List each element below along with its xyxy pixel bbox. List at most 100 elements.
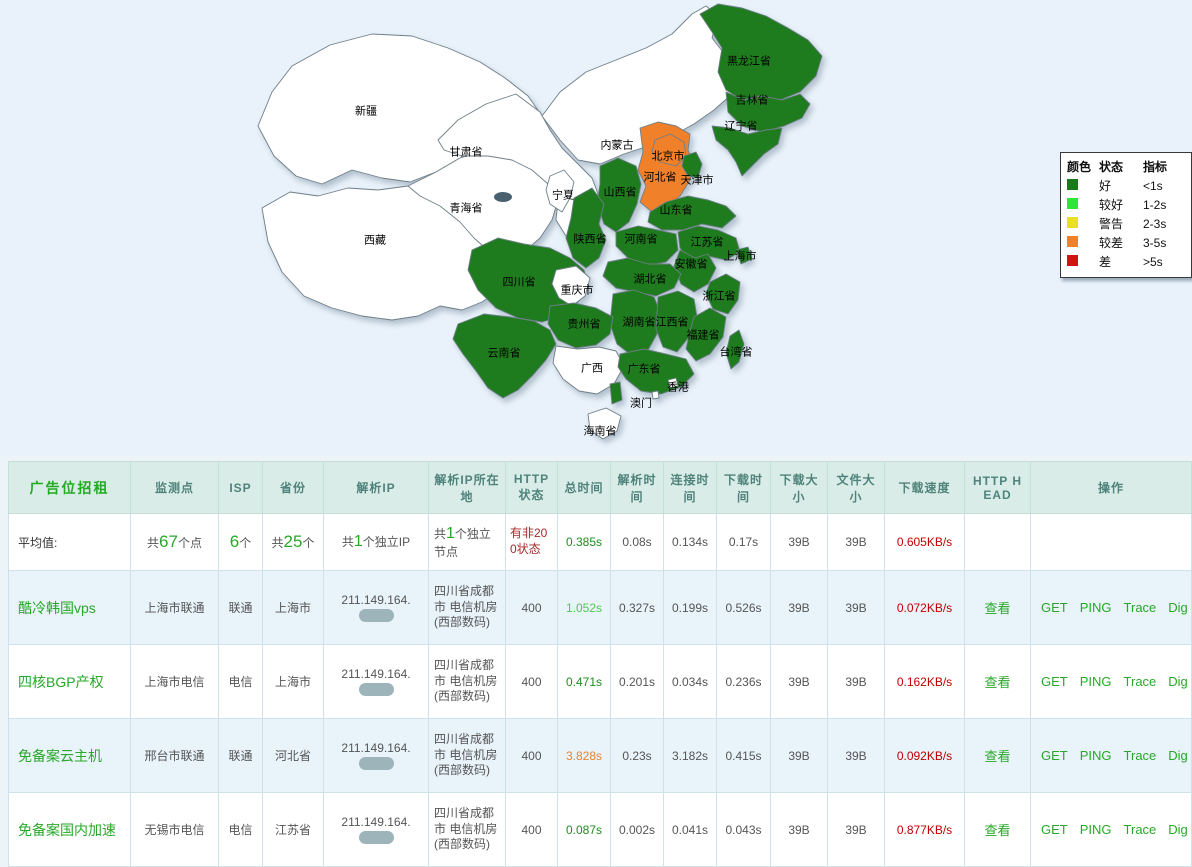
map-label-江苏省: 江苏省	[690, 236, 724, 249]
province-四川省[interactable]	[467, 237, 590, 323]
total-time-cell: 3.828s	[557, 718, 611, 793]
ip-location-cell: 四川省成都市 电信机房(西部数码)	[428, 718, 506, 793]
download-speed-cell: 0.877KB/s	[884, 792, 965, 867]
province-吉林省[interactable]	[725, 91, 811, 133]
province-广东省[interactable]	[609, 348, 695, 405]
site-link[interactable]: 免备案国内加速	[18, 821, 116, 838]
map-label-重庆市: 重庆市	[560, 284, 594, 297]
province-陕西省[interactable]	[565, 187, 607, 269]
dig-link[interactable]: Dig	[1168, 600, 1188, 615]
average-download-time: 0.17s	[716, 513, 771, 571]
resolved-ip-cell: 211.149.164.	[323, 792, 429, 867]
province-天津市[interactable]	[681, 151, 703, 179]
table-row: 免备案云主机 邢台市联通 联通 河北省 211.149.164. 四川省成都市 …	[8, 718, 1192, 793]
file-size-cell: 39B	[827, 718, 885, 793]
ping-link[interactable]: PING	[1079, 674, 1112, 689]
ad-slot-link[interactable]: 广告位招租	[29, 479, 110, 496]
download-time-cell: 0.236s	[716, 644, 771, 719]
province-云南省[interactable]	[452, 313, 557, 399]
view-link[interactable]: 查看	[984, 749, 1011, 764]
http-head-cell: 查看	[964, 792, 1031, 867]
avg-points-suffix: 个点	[177, 536, 202, 550]
province-浙江省[interactable]	[705, 273, 741, 315]
map-label-福建省: 福建省	[686, 329, 720, 342]
dig-link[interactable]: Dig	[1168, 674, 1188, 689]
avg-isp-count: 6	[229, 532, 240, 551]
average-download-size: 39B	[770, 513, 828, 571]
average-total-time: 0.385s	[557, 513, 611, 571]
avg-ip-count: 1	[353, 533, 363, 550]
province-湖南省[interactable]	[609, 289, 662, 356]
province-湖北省[interactable]	[602, 257, 682, 297]
ping-link[interactable]: PING	[1079, 748, 1112, 763]
province-山东省[interactable]	[647, 195, 737, 231]
legend-indicator-value: <1s	[1143, 178, 1163, 193]
table-header-row: 广告位招租 监测点 ISP 省份 解析IP 解析IP所在地 HTTP状态 总时间…	[8, 461, 1192, 514]
province-宁夏[interactable]	[545, 169, 575, 213]
avg-ip-suffix: 个独立IP	[362, 535, 411, 549]
province-贵州省[interactable]	[547, 302, 614, 349]
ip-location-cell: 四川省成都市 电信机房(西部数码)	[428, 644, 506, 719]
download-speed-cell: 0.162KB/s	[884, 644, 965, 719]
http-head-cell: 查看	[964, 570, 1031, 645]
province-黑龙江省[interactable]	[699, 3, 823, 101]
ping-link[interactable]: PING	[1079, 600, 1112, 615]
download-time-cell: 0.043s	[716, 792, 771, 867]
get-link[interactable]: GET	[1041, 748, 1068, 763]
province-河南省[interactable]	[615, 225, 679, 267]
ping-link[interactable]: PING	[1079, 822, 1112, 837]
col-header-connect-time: 连接时间	[663, 461, 717, 514]
map-label-浙江省: 浙江省	[702, 290, 736, 303]
site-link[interactable]: 免备案云主机	[18, 747, 102, 764]
province-重庆市[interactable]	[551, 265, 591, 307]
legend-row-3: 较差 3-5s	[1067, 233, 1185, 252]
province-台湾省[interactable]	[725, 329, 745, 370]
total-time-cell: 0.087s	[557, 792, 611, 867]
map-legend: 颜色 状态 指标 好 <1s 较好 1-2s 警告 2-3s 较差 3-5s 差 >5s	[1060, 152, 1192, 278]
legend-color-swatch	[1067, 197, 1078, 209]
trace-link[interactable]: Trace	[1123, 822, 1157, 837]
trace-link[interactable]: Trace	[1123, 600, 1157, 615]
map-label-山东省: 山东省	[659, 204, 693, 217]
ip-text: 211.149.164.	[341, 741, 411, 756]
legend-status-label: 好	[1099, 179, 1112, 193]
legend-indicator-value: 1-2s	[1143, 197, 1167, 212]
col-header-actions: 操作	[1030, 461, 1192, 514]
china-map-section: 新疆 西藏 青海省 甘肃省 内蒙古 黑龙江省 吉林省 辽宁省 河北省 北京市 天津市 山西省 山东省 宁夏…	[257, 3, 1192, 440]
get-link[interactable]: GET	[1041, 600, 1068, 615]
view-link[interactable]: 查看	[984, 675, 1011, 690]
view-link[interactable]: 查看	[984, 823, 1011, 838]
col-header-isp: ISP	[218, 461, 263, 514]
col-header-http-status: HTTP状态	[505, 461, 558, 514]
isp-cell: 联通	[218, 570, 263, 645]
dig-link[interactable]: Dig	[1168, 822, 1188, 837]
trace-link[interactable]: Trace	[1123, 674, 1157, 689]
province-澳门[interactable]	[651, 390, 660, 400]
province-海南省[interactable]	[587, 407, 622, 440]
province-北京市[interactable]	[651, 133, 687, 167]
dig-link[interactable]: Dig	[1168, 748, 1188, 763]
view-link[interactable]: 查看	[984, 601, 1011, 616]
province-香港[interactable]	[667, 377, 679, 389]
map-label-青海省: 青海省	[449, 202, 483, 215]
province-上海市[interactable]	[735, 246, 753, 265]
avg-prov-suffix: 个	[302, 536, 315, 550]
site-link[interactable]: 酷冷韩国vps	[18, 599, 96, 616]
http-head-cell: 查看	[964, 718, 1031, 793]
col-header-resolve-time: 解析时间	[610, 461, 664, 514]
get-link[interactable]: GET	[1041, 822, 1068, 837]
ip-redaction-pill	[359, 756, 394, 770]
province-福建省[interactable]	[685, 307, 727, 362]
col-header-download-speed: 下载速度	[884, 461, 965, 514]
province-辽宁省[interactable]	[711, 125, 783, 177]
map-label-吉林省: 吉林省	[735, 94, 769, 107]
trace-link[interactable]: Trace	[1123, 748, 1157, 763]
average-unique-ip: 共1个独立IP	[323, 513, 429, 571]
http-status-cell: 400	[505, 792, 558, 867]
get-link[interactable]: GET	[1041, 674, 1068, 689]
map-label-西藏: 西藏	[364, 234, 386, 247]
avg-prov-count: 25	[283, 532, 303, 551]
map-label-云南省: 云南省	[487, 347, 521, 360]
file-size-cell: 39B	[827, 792, 885, 867]
site-link[interactable]: 四核BGP产权	[18, 673, 104, 690]
